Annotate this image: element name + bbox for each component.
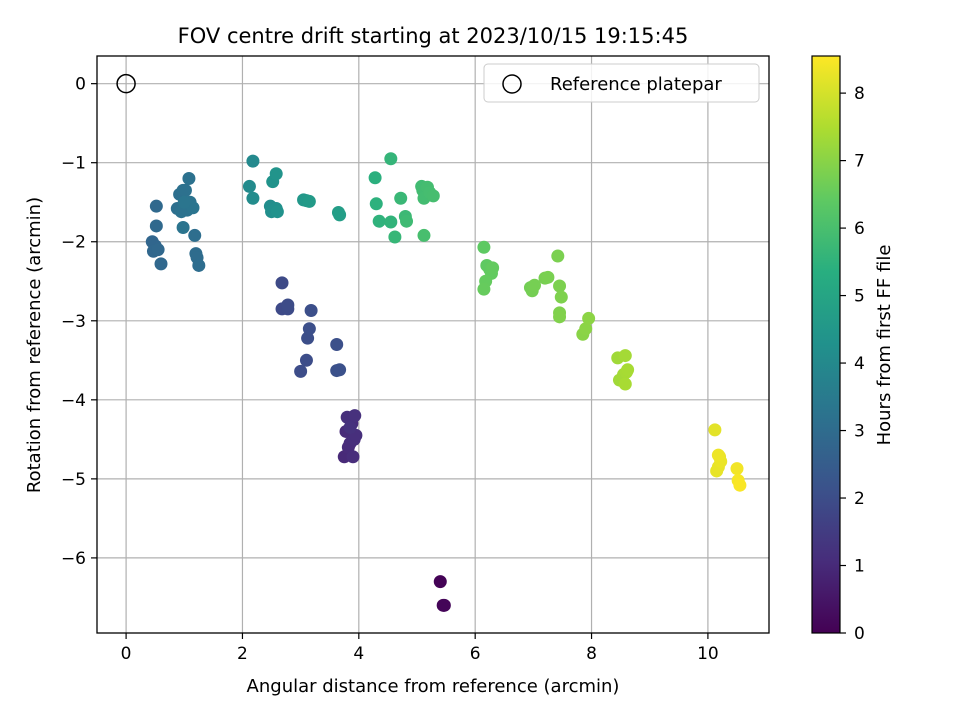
legend-label: Reference platepar <box>550 74 722 95</box>
scatter-point <box>477 282 491 296</box>
scatter-point <box>333 363 347 377</box>
scatter-point <box>281 298 295 312</box>
y-tick-label: −6 <box>61 549 86 569</box>
x-axis-ticks: 0 2 4 6 8 10 <box>121 633 719 664</box>
colorbar-tick-label: 5 <box>854 287 865 307</box>
y-tick-label: −3 <box>61 312 86 332</box>
scatter-point <box>554 290 568 304</box>
scatter-point <box>333 208 347 222</box>
scatter-point <box>151 243 165 257</box>
x-tick-label: 2 <box>237 644 248 664</box>
scatter-point <box>149 219 163 233</box>
colorbar-tick-label: 7 <box>854 152 865 172</box>
legend-box <box>483 63 760 103</box>
colorbar: 0 1 2 3 4 5 6 7 8 Hours from first FF file <box>811 55 895 644</box>
colorbar-tick-label: 1 <box>854 557 865 577</box>
scatter-point <box>730 462 744 476</box>
x-axis-label: Angular distance from reference (arcmin) <box>247 676 620 697</box>
scatter-point <box>299 353 313 367</box>
y-tick-label: 0 <box>75 75 86 95</box>
scatter-point <box>177 195 191 209</box>
scatter-point <box>368 171 382 185</box>
y-axis-label: Rotation from reference (arcmin) <box>24 197 45 493</box>
scatter-point <box>618 349 632 363</box>
x-tick-label: 0 <box>121 644 132 664</box>
scatter-point <box>294 364 308 378</box>
scatter-point <box>176 221 190 235</box>
scatter-point <box>270 205 284 219</box>
x-tick-label: 6 <box>470 644 481 664</box>
legend-marker-icon <box>502 74 522 94</box>
grid-lines <box>97 56 769 633</box>
scatter-point <box>579 322 593 336</box>
scatter-point <box>486 261 500 275</box>
scatter-point <box>621 363 635 377</box>
reference-platepar-marker <box>116 73 136 94</box>
legend: Reference platepar <box>483 63 760 103</box>
scatter-point <box>733 478 747 492</box>
colorbar-gradient <box>811 55 841 634</box>
scatter-point <box>388 230 402 244</box>
colorbar-tick-label: 2 <box>854 489 865 509</box>
scatter-point <box>246 191 260 205</box>
scatter-point <box>426 189 440 203</box>
scatter-point <box>346 450 360 464</box>
colorbar-tick-label: 6 <box>854 219 865 239</box>
scatter-points <box>145 152 747 612</box>
scatter-point <box>188 228 202 242</box>
scatter-point <box>154 257 168 271</box>
scatter-point <box>178 183 192 197</box>
scatter-point <box>711 448 725 462</box>
scatter-point <box>330 338 344 351</box>
y-axis-ticks: 0 −1 −2 −3 −4 −5 −6 <box>61 75 97 569</box>
scatter-point <box>618 377 632 391</box>
scatter-point <box>302 194 316 208</box>
scatter-point <box>246 154 260 168</box>
scatter-point <box>400 214 414 228</box>
scatter-point <box>528 278 542 292</box>
scatter-point <box>433 575 447 589</box>
scatter-point <box>541 270 555 284</box>
scatter-point <box>348 409 362 423</box>
scatter-point <box>477 240 491 254</box>
plot-area <box>97 56 769 633</box>
x-tick-label: 10 <box>697 644 719 664</box>
colorbar-tick-label: 4 <box>854 354 865 374</box>
scatter-point <box>304 304 318 318</box>
colorbar-tick-label: 0 <box>854 624 865 644</box>
colorbar-tick-label: 3 <box>854 422 865 442</box>
scatter-point <box>553 310 567 324</box>
scatter-point <box>384 152 398 166</box>
scatter-point <box>551 249 565 263</box>
plot-frame <box>96 55 770 634</box>
colorbar-ticks: 0 1 2 3 4 5 6 7 8 <box>840 84 865 644</box>
y-tick-label: −4 <box>61 391 86 411</box>
chart-title: FOV centre drift starting at 2023/10/15 … <box>178 24 689 48</box>
scatter-point <box>582 311 596 325</box>
scatter-point <box>302 322 316 336</box>
scatter-point <box>369 197 383 211</box>
scatter-point <box>192 258 206 272</box>
y-tick-label: −2 <box>61 233 86 253</box>
y-tick-label: −5 <box>61 470 86 490</box>
x-tick-label: 4 <box>353 644 364 664</box>
scatter-point <box>269 167 283 181</box>
scatter-point <box>343 420 357 434</box>
scatter-point <box>394 191 408 205</box>
scatter-point <box>149 199 163 213</box>
scatter-point <box>437 598 451 612</box>
x-tick-label: 8 <box>586 644 597 664</box>
scatter-point <box>708 423 722 437</box>
colorbar-label: Hours from first FF file <box>874 245 895 446</box>
colorbar-tick-label: 8 <box>854 84 865 104</box>
scatter-point <box>384 215 398 229</box>
scatter-point <box>372 214 386 228</box>
scatter-point <box>182 172 196 186</box>
y-tick-label: −1 <box>61 154 86 174</box>
scatter-point <box>242 179 256 193</box>
scatter-point <box>417 228 431 242</box>
scatter-point <box>553 279 567 293</box>
scatter-point <box>275 276 289 290</box>
